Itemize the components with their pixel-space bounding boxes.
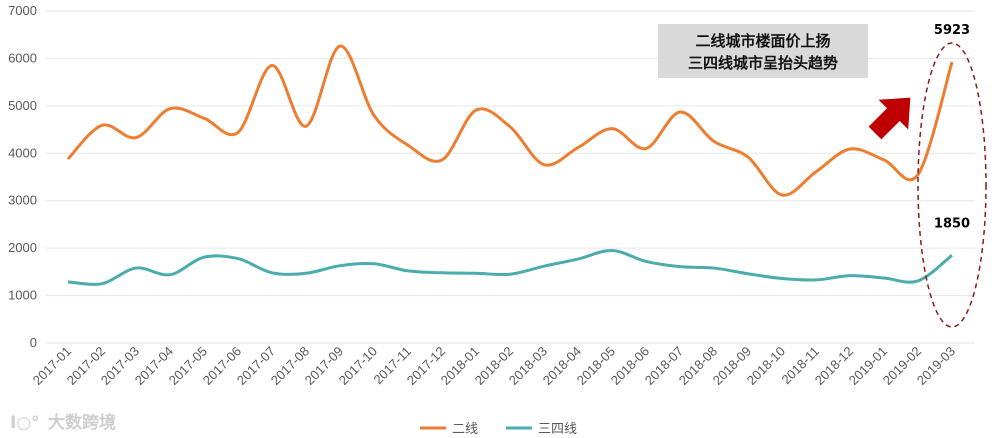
- callout-box: [658, 24, 868, 78]
- y-tick-label: 7000: [8, 3, 37, 18]
- y-tick-label: 0: [30, 335, 37, 350]
- callout: 二线城市楼面价上扬 三四线城市呈抬头趋势: [658, 24, 868, 78]
- callout-line-1: 二线城市楼面价上扬: [695, 32, 830, 50]
- y-tick-label: 2000: [8, 240, 37, 255]
- y-tick-label: 4000: [8, 145, 37, 160]
- watermark: I○° 大数跨境: [10, 412, 116, 433]
- series-line-1: [67, 249, 953, 286]
- gridlines: [46, 10, 975, 344]
- x-tick-label: 2018-10: [744, 344, 788, 388]
- legend-label-二线: 二线: [452, 422, 478, 437]
- highlight-ellipse: [917, 42, 987, 328]
- x-tick-label: 2017-10: [336, 344, 380, 388]
- y-axis-ticks: 0 1000 2000 3000 4000 5000 6000 7000: [8, 3, 37, 350]
- series-lines: [66, 44, 954, 286]
- x-axis-ticks: 2017-012017-022017-032017-042017-052017-…: [30, 344, 958, 388]
- data-label: 1850: [934, 216, 970, 231]
- watermark-logo-icon: I○°: [10, 413, 40, 433]
- watermark-text: 大数跨境: [48, 412, 116, 433]
- x-tick-label: 2019-03: [914, 344, 958, 388]
- y-tick-label: 5000: [8, 98, 37, 113]
- up-arrow-icon: [868, 97, 911, 140]
- callout-line-2: 三四线城市呈抬头趋势: [688, 54, 838, 72]
- data-labels: 5923 1850: [934, 23, 970, 231]
- legend: 二线 三四线: [420, 422, 577, 437]
- legend-label-三四线: 三四线: [538, 422, 577, 437]
- series-line-0: [66, 44, 954, 197]
- y-tick-label: 1000: [8, 288, 37, 303]
- data-label: 5923: [934, 23, 970, 38]
- y-tick-label: 3000: [8, 193, 37, 208]
- y-tick-label: 6000: [8, 50, 37, 65]
